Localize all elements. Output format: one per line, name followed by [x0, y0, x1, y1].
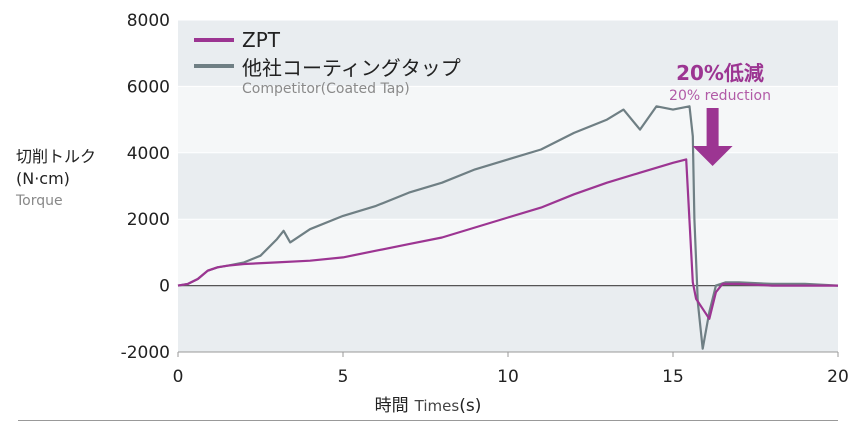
x-axis-label-jp: 時間	[374, 396, 409, 416]
x-axis-label: 時間 Times(s)	[0, 391, 856, 416]
grid-band	[178, 152, 838, 220]
y-axis-label-jp: 切削トルク	[16, 147, 97, 166]
y-axis-label-en: Torque	[16, 193, 63, 209]
legend-swatch-competitor	[194, 64, 234, 68]
x-tick-label: 10	[497, 367, 519, 387]
x-axis-label-unit: (s)	[459, 396, 482, 416]
bottom-rule	[18, 420, 838, 421]
series-line-competitor	[177, 105, 839, 350]
x-axis-ticks: 0 5 10 15 20	[173, 351, 849, 387]
y-tick-label: 4000	[127, 144, 170, 164]
x-tick-label: 5	[338, 367, 349, 387]
y-axis-label-unit: (N·cm)	[16, 169, 70, 188]
legend-label-zpt: ZPT	[242, 28, 280, 52]
x-tick-label: 15	[662, 367, 684, 387]
grid-band	[178, 219, 838, 286]
y-tick-label: 2000	[127, 210, 170, 230]
y-tick-label: 0	[159, 277, 170, 297]
legend: ZPT 他社コーティングタップ Competitor(Coated Tap)	[194, 27, 461, 97]
reduction-title: 20%低減	[676, 61, 764, 85]
reduction-subtitle: 20% reduction	[669, 88, 771, 104]
y-tick-label: 8000	[127, 11, 170, 31]
series-line-zpt	[177, 158, 838, 320]
y-tick-label: 6000	[127, 77, 170, 97]
legend-item-zpt: ZPT	[194, 27, 461, 53]
legend-item-competitor: 他社コーティングタップ	[194, 53, 461, 80]
y-tick-label: -2000	[121, 343, 170, 363]
grid-band	[178, 20, 838, 87]
legend-label-competitor: 他社コーティングタップ	[242, 55, 461, 80]
reduction-arrow	[692, 108, 733, 166]
grid-band	[178, 86, 838, 153]
legend-sublabel-competitor: Competitor(Coated Tap)	[242, 81, 410, 97]
y-axis-label: 切削トルク (N·cm) Torque	[16, 146, 96, 212]
x-tick-label: 0	[173, 367, 184, 387]
y-axis-ticks: 8000 6000 4000 2000 0 -2000	[121, 11, 170, 363]
arrow-shaft	[706, 108, 719, 148]
reduction-annotation: 20%低減 20% reduction	[640, 57, 800, 104]
x-axis-label-en: Times	[414, 397, 460, 415]
x-tick-label: 20	[827, 367, 849, 387]
plot-bands	[178, 19, 838, 353]
grid-band	[178, 285, 838, 352]
legend-swatch-zpt	[194, 38, 234, 42]
arrow-head	[692, 146, 733, 166]
series-lines	[177, 105, 839, 350]
